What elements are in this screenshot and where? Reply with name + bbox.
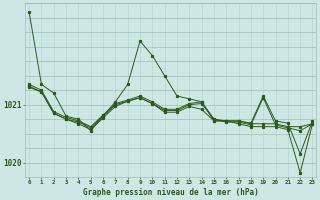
X-axis label: Graphe pression niveau de la mer (hPa): Graphe pression niveau de la mer (hPa)	[83, 188, 259, 197]
